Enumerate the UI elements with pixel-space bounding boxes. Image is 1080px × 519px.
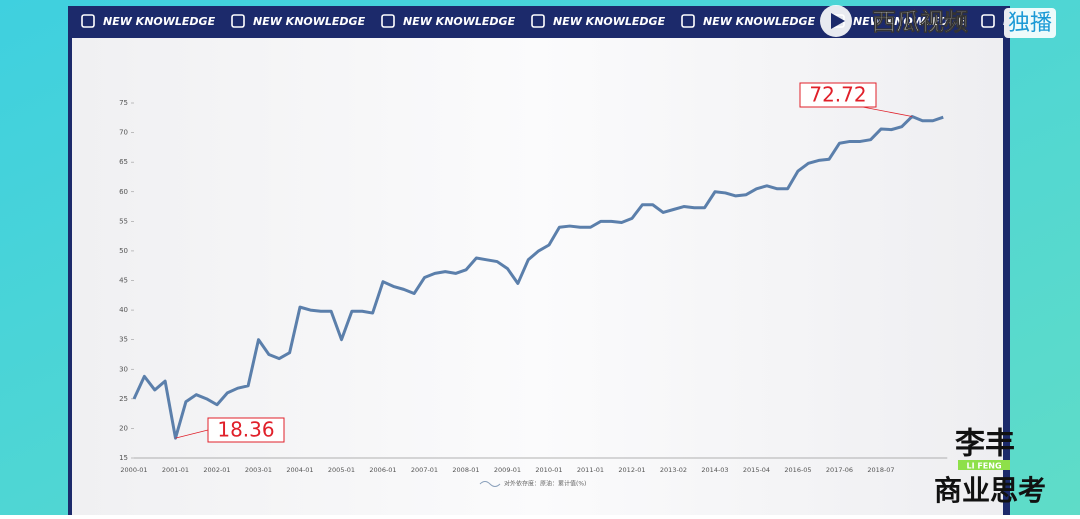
- banner-icon: [681, 14, 695, 28]
- logo-show: 商业思考: [934, 474, 1046, 507]
- x-tick-label: 2015-04: [743, 466, 770, 474]
- chart-panel: [72, 38, 1003, 515]
- x-tick-label: 2003-01: [245, 466, 272, 474]
- x-tick-label: 2016-05: [784, 466, 811, 474]
- x-tick-label: 2007-01: [411, 466, 438, 474]
- x-tick-label: 2017-06: [826, 466, 853, 474]
- banner-text: NEW KNOWLEDGE: [703, 15, 816, 28]
- banner-text: NEW KNOWLEDGE: [853, 15, 966, 28]
- banner-text: NEW KNOWLEDGE: [403, 15, 516, 28]
- watermark-brand: 西瓜视频: [872, 8, 968, 36]
- x-tick-label: 2012-01: [618, 466, 645, 474]
- x-tick-label: 2002-01: [203, 466, 230, 474]
- y-tick-label: 65: [119, 158, 128, 166]
- y-tick-label: 45: [119, 277, 128, 285]
- y-tick-label: 40: [119, 306, 128, 314]
- x-tick-label: 2008-01: [452, 466, 479, 474]
- series-line: [132, 114, 944, 440]
- banner-icon: [981, 14, 995, 28]
- banner-text: NEW KNOWLEDGE: [553, 15, 666, 28]
- banner-icon: [81, 14, 95, 28]
- y-tick-label: 55: [119, 217, 128, 225]
- logo-name: 李丰: [955, 427, 1015, 462]
- x-tick-label: 2005-01: [328, 466, 355, 474]
- min-label-leader: [175, 429, 209, 439]
- x-tick-label: 2009-01: [494, 466, 521, 474]
- x-tick-label: 2013-02: [660, 466, 687, 474]
- x-tick-label: 2011-01: [577, 466, 604, 474]
- y-tick-label: 35: [119, 336, 128, 344]
- banner-text: NEW KNOWLEDGE: [1003, 15, 1080, 28]
- legend-label: 对外依存度：原油：累计值(%): [504, 480, 586, 488]
- max-label-box: [799, 82, 877, 108]
- banner: NEW KNOWLEDGE NEW KNOWLEDGE NEW KNOWLEDGE N…: [81, 14, 1080, 28]
- y-tick-label: 75: [119, 99, 128, 107]
- banner-icon: [231, 14, 245, 28]
- x-tick-label: 2001-01: [162, 466, 189, 474]
- banner-icon: [381, 14, 395, 28]
- min-label: 18.36: [217, 418, 274, 442]
- x-tick-label: 2006-01: [369, 466, 396, 474]
- banner-icon: [531, 14, 545, 28]
- x-tick-label: 2010-01: [535, 466, 562, 474]
- y-tick-label: 15: [119, 454, 128, 462]
- min-label-box: [207, 417, 285, 443]
- banner-text: NEW KNOWLEDGE: [103, 15, 216, 28]
- legend-icon: [479, 481, 501, 487]
- y-tick-label: 60: [119, 188, 128, 196]
- x-tick-label: 2004-01: [286, 466, 313, 474]
- y-tick-label: 20: [119, 424, 128, 432]
- x-tick-label: 2014-03: [701, 466, 728, 474]
- y-tick-label: 30: [119, 365, 128, 373]
- max-label: 72.72: [809, 83, 866, 107]
- watermark: 西瓜视频 独播: [820, 5, 1056, 38]
- logo: 李丰 LI FENG 商业思考: [934, 427, 1046, 508]
- banner-text: NEW KNOWLEDGE: [253, 15, 366, 28]
- x-tick-label: 2018-07: [867, 466, 894, 474]
- logo-pinyin: LI FENG: [966, 462, 1001, 471]
- y-tick-label: 25: [119, 395, 128, 403]
- x-tick-label: 2000-01: [120, 466, 147, 474]
- y-tick-label: 70: [119, 129, 128, 137]
- y-tick-label: 50: [119, 247, 128, 255]
- watermark-tag: 独播: [1008, 11, 1052, 36]
